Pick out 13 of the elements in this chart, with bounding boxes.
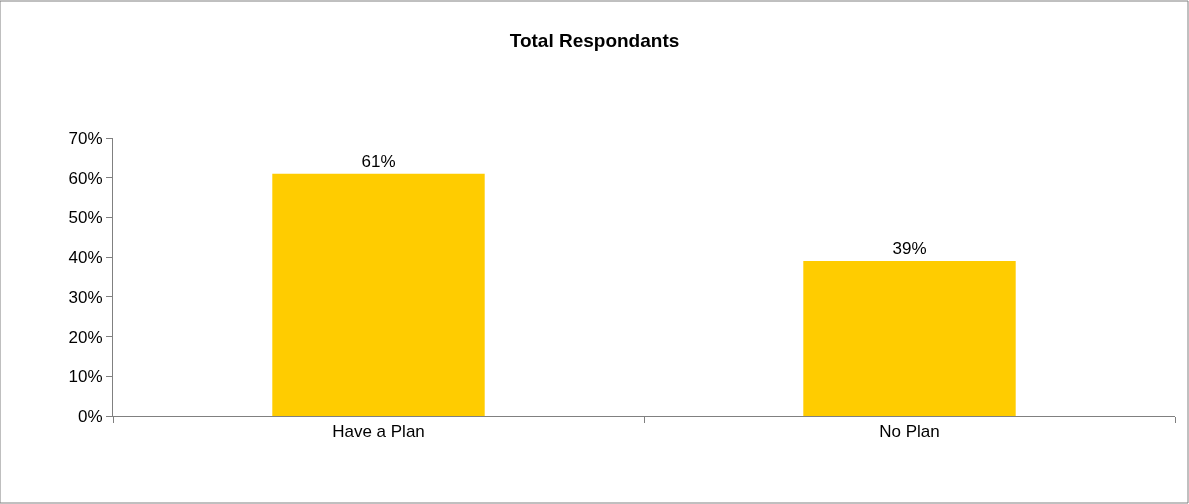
y-tick-label: 10%: [68, 367, 103, 387]
y-tick-label: 60%: [68, 168, 103, 188]
x-tick-label: Have a Plan: [332, 422, 425, 442]
y-tick-label: 30%: [68, 287, 103, 307]
x-tick-label: No Plan: [879, 422, 940, 442]
data-label: 39%: [892, 239, 927, 259]
y-tick-label: 40%: [68, 248, 103, 268]
chart-title: Total Respondants: [509, 29, 680, 51]
y-tick-label: 0%: [78, 406, 103, 426]
data-label: 61%: [361, 151, 396, 171]
y-tick-label: 70%: [68, 128, 103, 148]
y-tick-label: 50%: [68, 208, 103, 228]
y-tick-label: 20%: [68, 327, 103, 347]
